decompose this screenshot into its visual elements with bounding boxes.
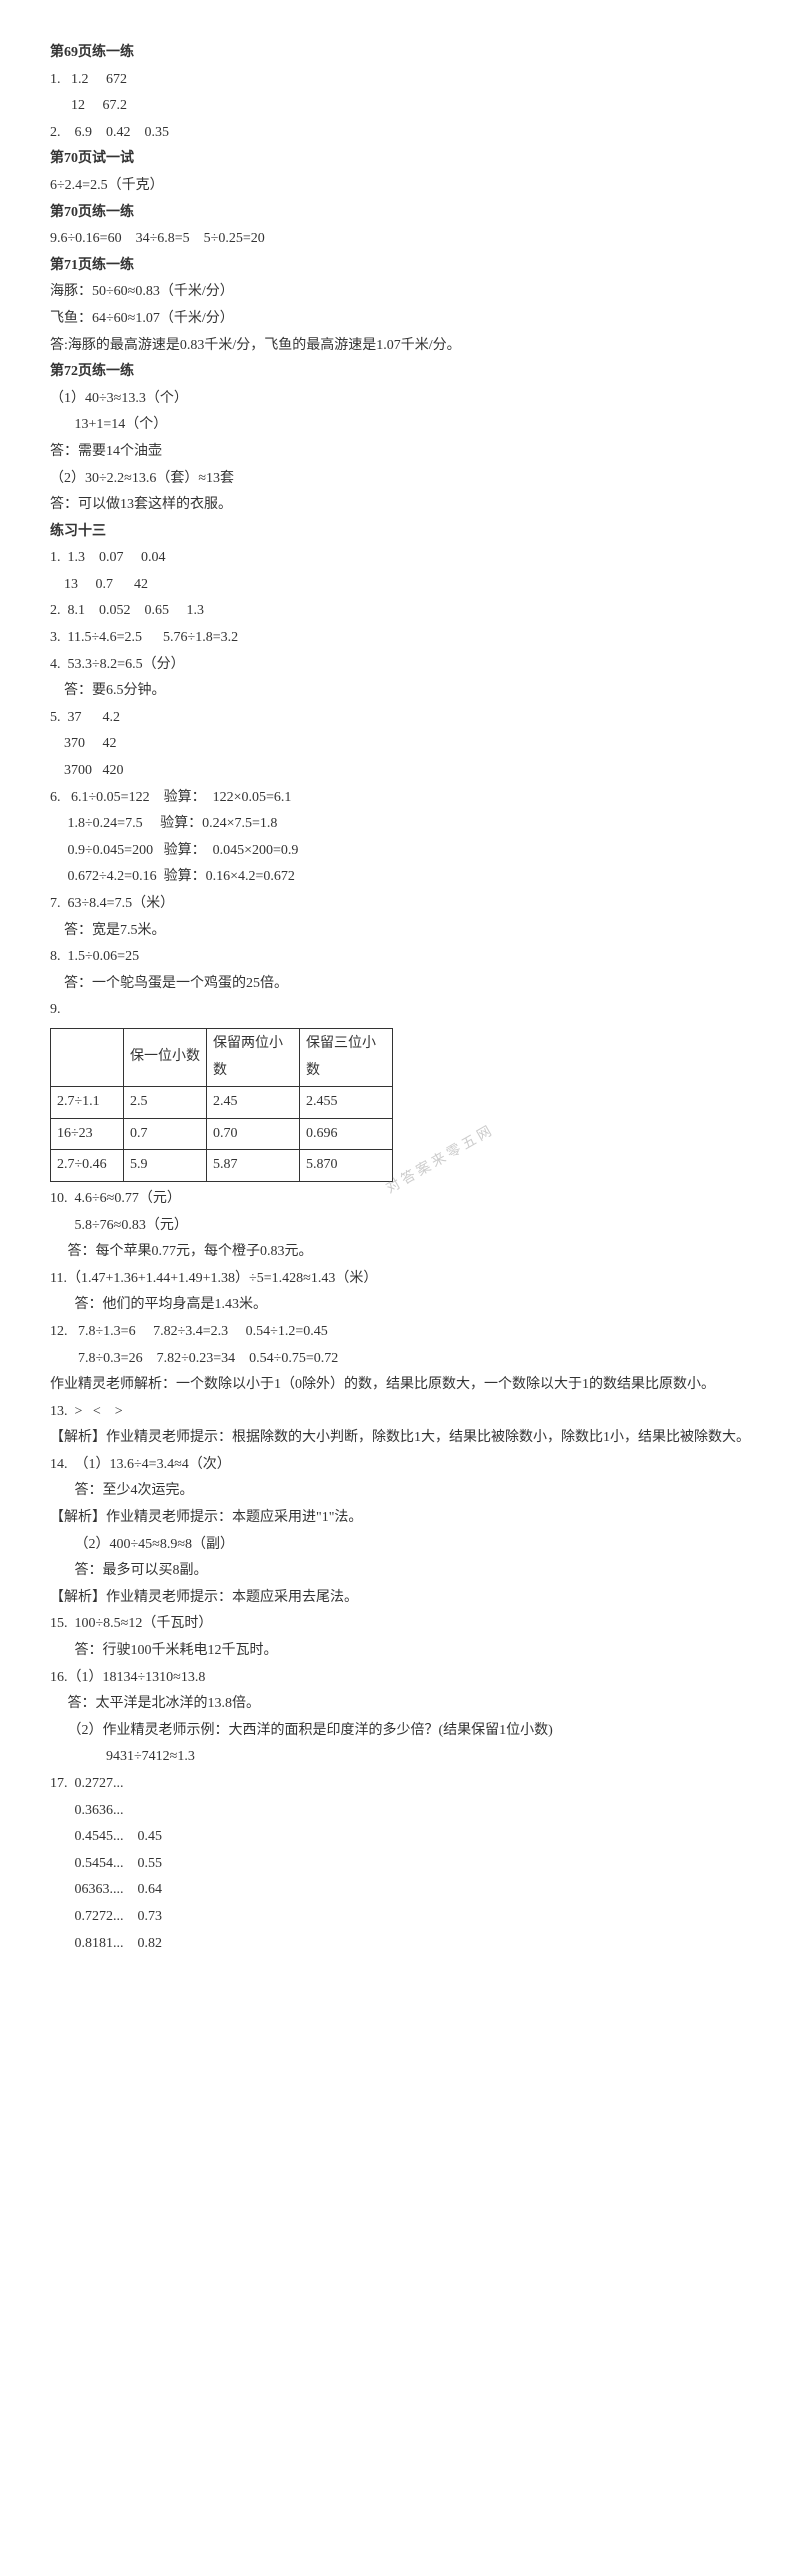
table-cell: 0.70: [207, 1118, 300, 1150]
text-line: 答：要6.5分钟。: [50, 678, 750, 705]
text-line: 海豚：50÷60≈0.83（千米/分）: [50, 279, 750, 306]
text-line: 13 0.7 42: [50, 572, 750, 599]
text-line: 9.: [50, 997, 750, 1024]
section-title-70b: 第70页练一练: [50, 200, 750, 227]
text-line: 12. 7.8÷1.3=6 7.82÷3.4=2.3 0.54÷1.2=0.45: [50, 1319, 750, 1346]
text-line: 7.8÷0.3=26 7.82÷0.23=34 0.54÷0.75=0.72: [50, 1346, 750, 1373]
text-line: 3. 11.5÷4.6=2.5 5.76÷1.8=3.2: [50, 625, 750, 652]
text-line: 答：每个苹果0.77元，每个橙子0.83元。: [50, 1239, 750, 1266]
table-cell: 2.45: [207, 1087, 300, 1119]
text-line: 【解析】作业精灵老师提示：本题应采用去尾法。: [50, 1585, 750, 1612]
text-line: 13+1=14（个）: [50, 412, 750, 439]
section-title-70a: 第70页试一试: [50, 146, 750, 173]
text-line: 17. 0.2727...: [50, 1771, 750, 1798]
section-title-71: 第71页练一练: [50, 253, 750, 280]
text-line: （2）30÷2.2≈13.6（套）≈13套: [50, 466, 750, 493]
text-line: 0.7272... 0.73: [50, 1904, 750, 1931]
text-line: 15. 100÷8.5≈12（千瓦时）: [50, 1611, 750, 1638]
text-line: 10. 4.6÷6≈0.77（元）: [50, 1186, 750, 1213]
text-line: 8. 1.5÷0.06=25: [50, 944, 750, 971]
section-title-69: 第69页练一练: [50, 40, 750, 67]
text-line: 作业精灵老师解析：一个数除以小于1（0除外）的数，结果比原数大，一个数除以大于1…: [50, 1372, 750, 1399]
text-line: 1. 1.3 0.07 0.04: [50, 545, 750, 572]
text-line: 5. 37 4.2: [50, 705, 750, 732]
text-line: 0.3636...: [50, 1798, 750, 1825]
text-line: 4. 53.3÷8.2=6.5（分）: [50, 652, 750, 679]
table-cell: 5.870: [300, 1150, 393, 1182]
table-cell: 2.455: [300, 1087, 393, 1119]
text-line: 答：一个鸵鸟蛋是一个鸡蛋的25倍。: [50, 971, 750, 998]
text-line: （2）作业精灵老师示例：大西洋的面积是印度洋的多少倍？(结果保留1位小数): [50, 1718, 750, 1745]
text-line: 2. 8.1 0.052 0.65 1.3: [50, 598, 750, 625]
section-title-72: 第72页练一练: [50, 359, 750, 386]
text-line: 答：可以做13套这样的衣服。: [50, 492, 750, 519]
text-line: 2. 6.9 0.42 0.35: [50, 120, 750, 147]
text-line: 1. 1.2 672: [50, 67, 750, 94]
text-line: 飞鱼：64÷60≈1.07（千米/分）: [50, 306, 750, 333]
text-line: 06363.... 0.64: [50, 1877, 750, 1904]
text-line: 答：太平洋是北冰洋的13.8倍。: [50, 1691, 750, 1718]
text-line: 答：需要14个油壶: [50, 439, 750, 466]
text-line: 0.5454... 0.55: [50, 1851, 750, 1878]
table-row: 2.7÷0.46 5.9 5.87 5.870: [51, 1150, 393, 1182]
table-cell: 2.7÷0.46: [51, 1150, 124, 1182]
text-line: 答：行驶100千米耗电12千瓦时。: [50, 1638, 750, 1665]
table-cell: [51, 1028, 124, 1086]
document-root: { "sections": { "s69": { "title": "第69页练…: [50, 40, 750, 1957]
table-cell: 保留两位小数: [207, 1028, 300, 1086]
text-line: 0.9÷0.045=200 验算： 0.045×200=0.9: [50, 838, 750, 865]
table-cell: 16÷23: [51, 1118, 124, 1150]
table-q9: 保一位小数 保留两位小数 保留三位小数 2.7÷1.1 2.5 2.45 2.4…: [50, 1028, 393, 1182]
text-line: 答：他们的平均身高是1.43米。: [50, 1292, 750, 1319]
table-cell: 0.7: [124, 1118, 207, 1150]
text-line: （2）400÷45≈8.9≈8（副）: [50, 1532, 750, 1559]
text-line: 0.4545... 0.45: [50, 1824, 750, 1851]
text-line: 370 42: [50, 731, 750, 758]
text-line: 0.8181... 0.82: [50, 1931, 750, 1958]
text-line: 6÷2.4=2.5（千克）: [50, 173, 750, 200]
table-cell: 0.696: [300, 1118, 393, 1150]
text-line: 3700 420: [50, 758, 750, 785]
table-cell: 保一位小数: [124, 1028, 207, 1086]
text-line: 9431÷7412≈1.3: [50, 1744, 750, 1771]
text-line: 7. 63÷8.4=7.5（米）: [50, 891, 750, 918]
text-line: （1）40÷3≈13.3（个）: [50, 386, 750, 413]
text-line: 16.（1）18134÷1310≈13.8: [50, 1665, 750, 1692]
text-line: 0.672÷4.2=0.16 验算：0.16×4.2=0.672: [50, 864, 750, 891]
section-title-ex13: 练习十三: [50, 519, 750, 546]
text-line: 答:海豚的最高游速是0.83千米/分，飞鱼的最高游速是1.07千米/分。: [50, 333, 750, 360]
table-cell: 5.87: [207, 1150, 300, 1182]
table-cell: 保留三位小数: [300, 1028, 393, 1086]
text-line: 【解析】作业精灵老师提示：本题应采用进"1"法。: [50, 1505, 750, 1532]
text-line: 12 67.2: [50, 93, 750, 120]
table-cell: 2.7÷1.1: [51, 1087, 124, 1119]
table-row: 保一位小数 保留两位小数 保留三位小数: [51, 1028, 393, 1086]
table-row: 2.7÷1.1 2.5 2.45 2.455: [51, 1087, 393, 1119]
text-line: 答：至少4次运完。: [50, 1478, 750, 1505]
text-line: 6. 6.1÷0.05=122 验算： 122×0.05=6.1: [50, 785, 750, 812]
text-line: 14. （1）13.6÷4=3.4≈4（次）: [50, 1452, 750, 1479]
text-line: 9.6÷0.16=60 34÷6.8=5 5÷0.25=20: [50, 226, 750, 253]
table-cell: 2.5: [124, 1087, 207, 1119]
table-row: 16÷23 0.7 0.70 0.696: [51, 1118, 393, 1150]
text-line: 答：宽是7.5米。: [50, 918, 750, 945]
table-cell: 5.9: [124, 1150, 207, 1182]
text-line: 【解析】作业精灵老师提示：根据除数的大小判断，除数比1大，结果比被除数小，除数比…: [50, 1425, 750, 1452]
text-line: 答：最多可以买8副。: [50, 1558, 750, 1585]
text-line: 11.（1.47+1.36+1.44+1.49+1.38）÷5=1.428≈1.…: [50, 1266, 750, 1293]
text-line: 13. > < >: [50, 1399, 750, 1426]
text-line: 5.8÷76≈0.83（元）: [50, 1213, 750, 1240]
text-line: 1.8÷0.24=7.5 验算：0.24×7.5=1.8: [50, 811, 750, 838]
